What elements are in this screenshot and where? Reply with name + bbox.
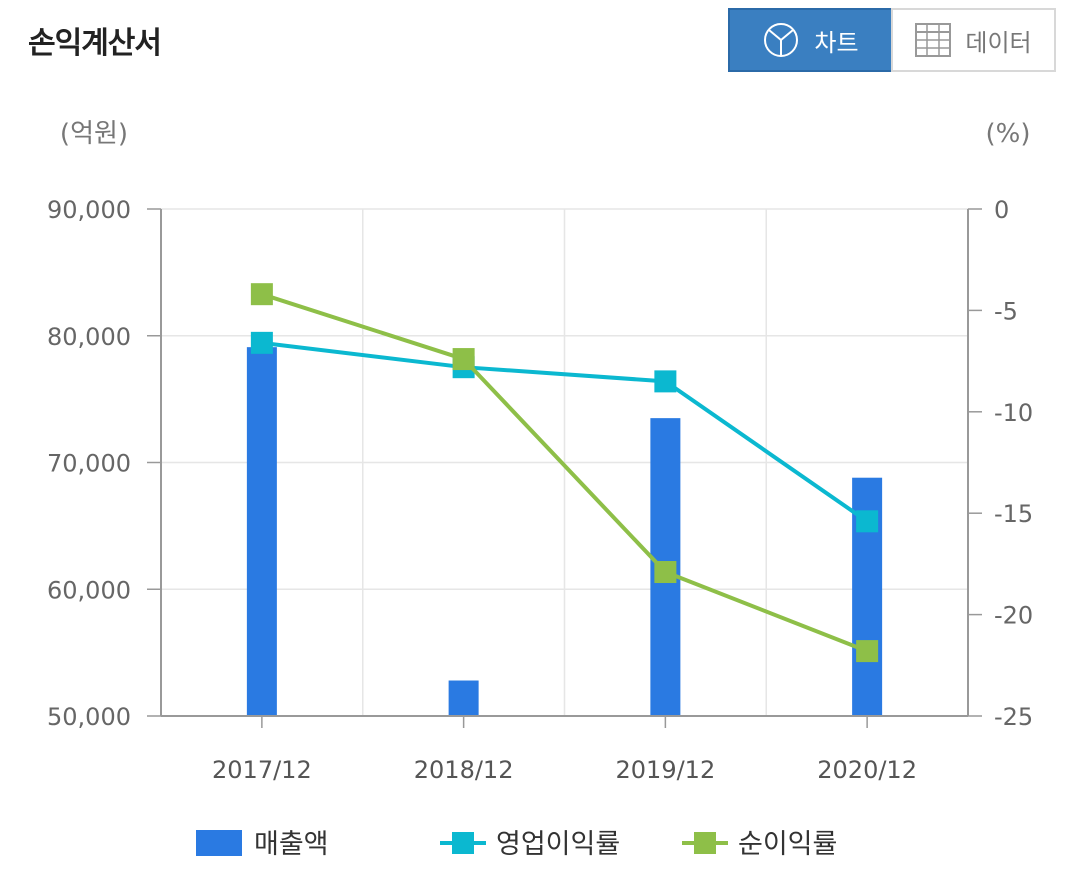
view-toggle: 차트 데이터: [728, 8, 1056, 74]
left-axis-tick-label: 60,000: [47, 576, 131, 604]
series-point-2: [250, 283, 273, 306]
x-axis-tick-label: 2018/12: [414, 756, 514, 784]
left-axis-tick-label: 90,000: [47, 196, 131, 224]
x-axis-tick-label: 2019/12: [616, 756, 716, 784]
legend-swatch-marker: [452, 832, 474, 854]
right-axis-tick-label: 0: [994, 196, 1009, 224]
chart-view-label: 차트: [814, 28, 859, 57]
series-point-2: [654, 561, 677, 584]
bar-2017-12: [246, 347, 277, 716]
legend-label: 매출액: [254, 829, 329, 860]
table-grid-icon: [915, 23, 952, 57]
right-axis-unit-label: (%): [986, 119, 1031, 149]
series-point-1: [654, 370, 677, 393]
legend-swatch-marker: [694, 832, 716, 854]
series-line-2: [261, 292, 868, 653]
right-axis-tick-label: -10: [994, 399, 1033, 427]
series-point-1: [856, 510, 879, 533]
data-view-button[interactable]: 데이터: [891, 8, 1056, 72]
x-axis-tick-label: 2020/12: [817, 756, 917, 784]
x-axis-tick-label: 2017/12: [212, 756, 312, 784]
right-axis-tick-label: -15: [994, 500, 1033, 528]
series-point-2: [452, 348, 475, 371]
bar-2018-12: [448, 680, 479, 716]
series-point-2: [856, 640, 879, 663]
series-point-1: [250, 331, 273, 354]
legend-label: 영업이익률: [496, 829, 620, 860]
data-view-label: 데이터: [965, 28, 1032, 57]
page-title: 손익계산서: [28, 26, 162, 61]
legend-label: 순이익률: [738, 829, 837, 860]
series-line-1: [261, 340, 869, 523]
legend-swatch-bar: [196, 830, 242, 856]
left-axis-unit-label: (억원): [60, 119, 128, 149]
chart-view-button[interactable]: 차트: [728, 8, 893, 72]
pie-chart-icon: [762, 21, 800, 59]
right-axis-tick-label: -20: [994, 602, 1033, 630]
left-axis-tick-label: 50,000: [47, 703, 131, 731]
right-axis-tick-label: -5: [994, 297, 1018, 325]
left-axis-tick-label: 70,000: [47, 450, 131, 478]
left-axis-tick-label: 80,000: [47, 323, 131, 351]
right-axis-tick-label: -25: [994, 703, 1033, 731]
